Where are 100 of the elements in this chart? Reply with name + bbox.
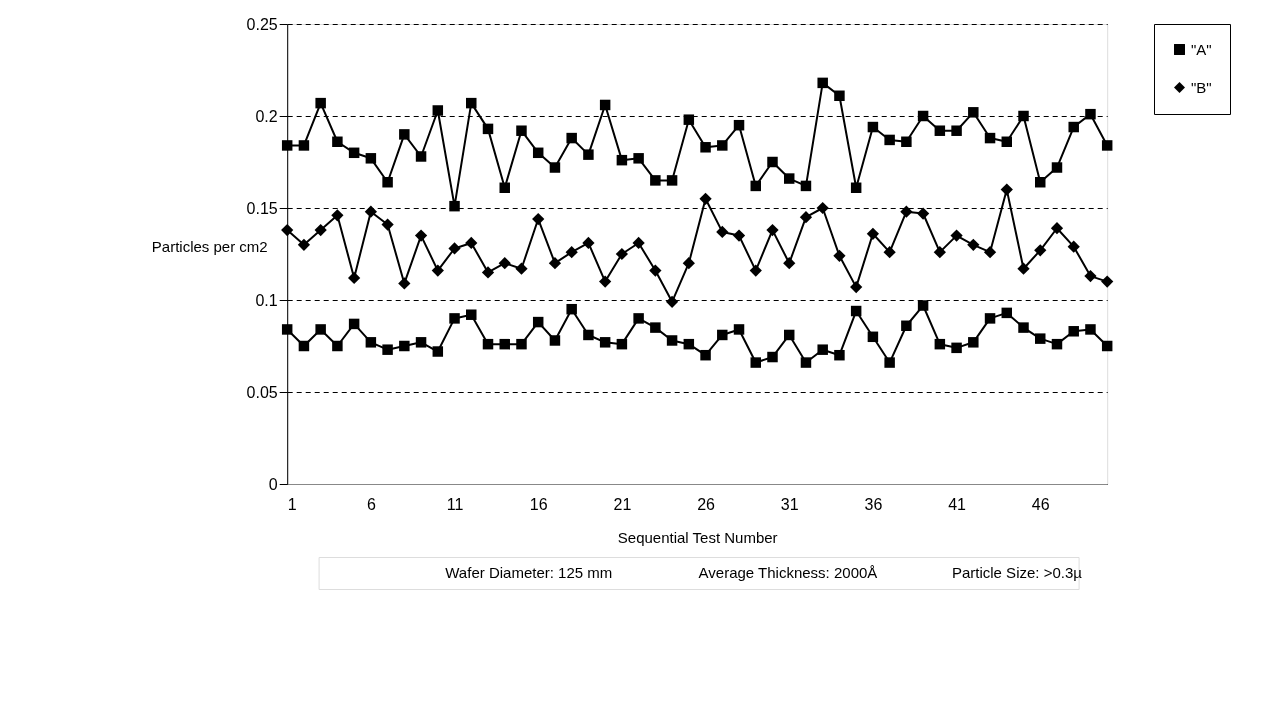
- text: Particle Size: >0.3µ: [951, 564, 1083, 581]
- point: [968, 107, 979, 118]
- point: [431, 264, 444, 277]
- point: [415, 151, 427, 162]
- x-tick-label: 41: [948, 495, 967, 513]
- point: [800, 357, 812, 368]
- point: [933, 246, 946, 259]
- point: [466, 97, 477, 109]
- point: [1101, 340, 1113, 352]
- point: [799, 211, 813, 224]
- point: [449, 313, 460, 324]
- point: [382, 344, 393, 355]
- point: [666, 335, 678, 346]
- point: [884, 357, 895, 368]
- point: [281, 223, 294, 237]
- point: [866, 227, 880, 240]
- point: [1068, 326, 1079, 337]
- y-tick-label: 0.1: [255, 291, 278, 309]
- point: [934, 338, 946, 350]
- x-tick-label: 1: [287, 495, 297, 513]
- point: [800, 180, 812, 192]
- point: [1035, 177, 1046, 188]
- point: [281, 324, 293, 335]
- point: [466, 309, 477, 320]
- y-tick-label: 0.05: [246, 383, 278, 401]
- y-tick-label: 0.15: [246, 199, 278, 217]
- point: [850, 182, 862, 193]
- point: [298, 140, 310, 151]
- point: [817, 344, 828, 355]
- point: [733, 119, 745, 131]
- point: [983, 246, 997, 259]
- point: [650, 322, 661, 333]
- point: [1000, 183, 1013, 196]
- point: [665, 295, 679, 308]
- point: [482, 338, 494, 350]
- point: [750, 180, 761, 192]
- y-tick-label: 0: [268, 475, 278, 493]
- point: [683, 338, 695, 350]
- point: [968, 337, 979, 348]
- legend-label: "B": [1191, 78, 1212, 96]
- point: [1001, 307, 1013, 319]
- point: [750, 357, 761, 368]
- point: [717, 140, 728, 151]
- x-tick-label: 26: [697, 495, 716, 513]
- point: [867, 331, 879, 343]
- point: [616, 338, 628, 350]
- point: [365, 337, 377, 348]
- point: [566, 303, 577, 315]
- point: [315, 97, 326, 109]
- point: [532, 316, 544, 328]
- point: [633, 313, 644, 324]
- point: [1018, 110, 1029, 122]
- point: [365, 153, 377, 164]
- point: [331, 209, 344, 222]
- point: [465, 236, 478, 250]
- point: [1101, 140, 1113, 151]
- point: [348, 318, 360, 330]
- point: [901, 320, 912, 331]
- point: [565, 246, 578, 259]
- x-tick-label: 11: [446, 495, 464, 513]
- point: [783, 257, 796, 270]
- point: [399, 129, 410, 140]
- point: [1017, 262, 1030, 275]
- point: [432, 105, 444, 116]
- point: [414, 229, 428, 242]
- point: [599, 99, 611, 111]
- point: [1051, 162, 1063, 173]
- point: [733, 324, 745, 335]
- point: [766, 223, 779, 237]
- point: [399, 340, 410, 352]
- point: [364, 205, 377, 218]
- point: [682, 257, 695, 270]
- x-tick-label: 31: [780, 495, 799, 513]
- point: [700, 142, 711, 153]
- point: [599, 337, 611, 348]
- point: [548, 257, 562, 270]
- point: [916, 207, 930, 220]
- point: [549, 335, 561, 346]
- point: [515, 262, 528, 275]
- legend-label: "A": [1191, 40, 1212, 58]
- point: [749, 264, 762, 277]
- point: [1068, 121, 1079, 133]
- point: [1067, 240, 1080, 253]
- point: [650, 175, 661, 186]
- point: [549, 162, 561, 173]
- point: [984, 132, 996, 144]
- point: [516, 338, 527, 350]
- point: [516, 125, 527, 136]
- point: [615, 247, 629, 261]
- point: [1018, 322, 1029, 333]
- point: [1085, 324, 1096, 335]
- point: [1101, 275, 1114, 288]
- point: [616, 154, 628, 166]
- point: [783, 329, 795, 341]
- point: [448, 242, 461, 255]
- point: [732, 229, 746, 242]
- point: [850, 305, 862, 317]
- point: [599, 275, 612, 288]
- point: [481, 266, 495, 279]
- point: [315, 324, 326, 335]
